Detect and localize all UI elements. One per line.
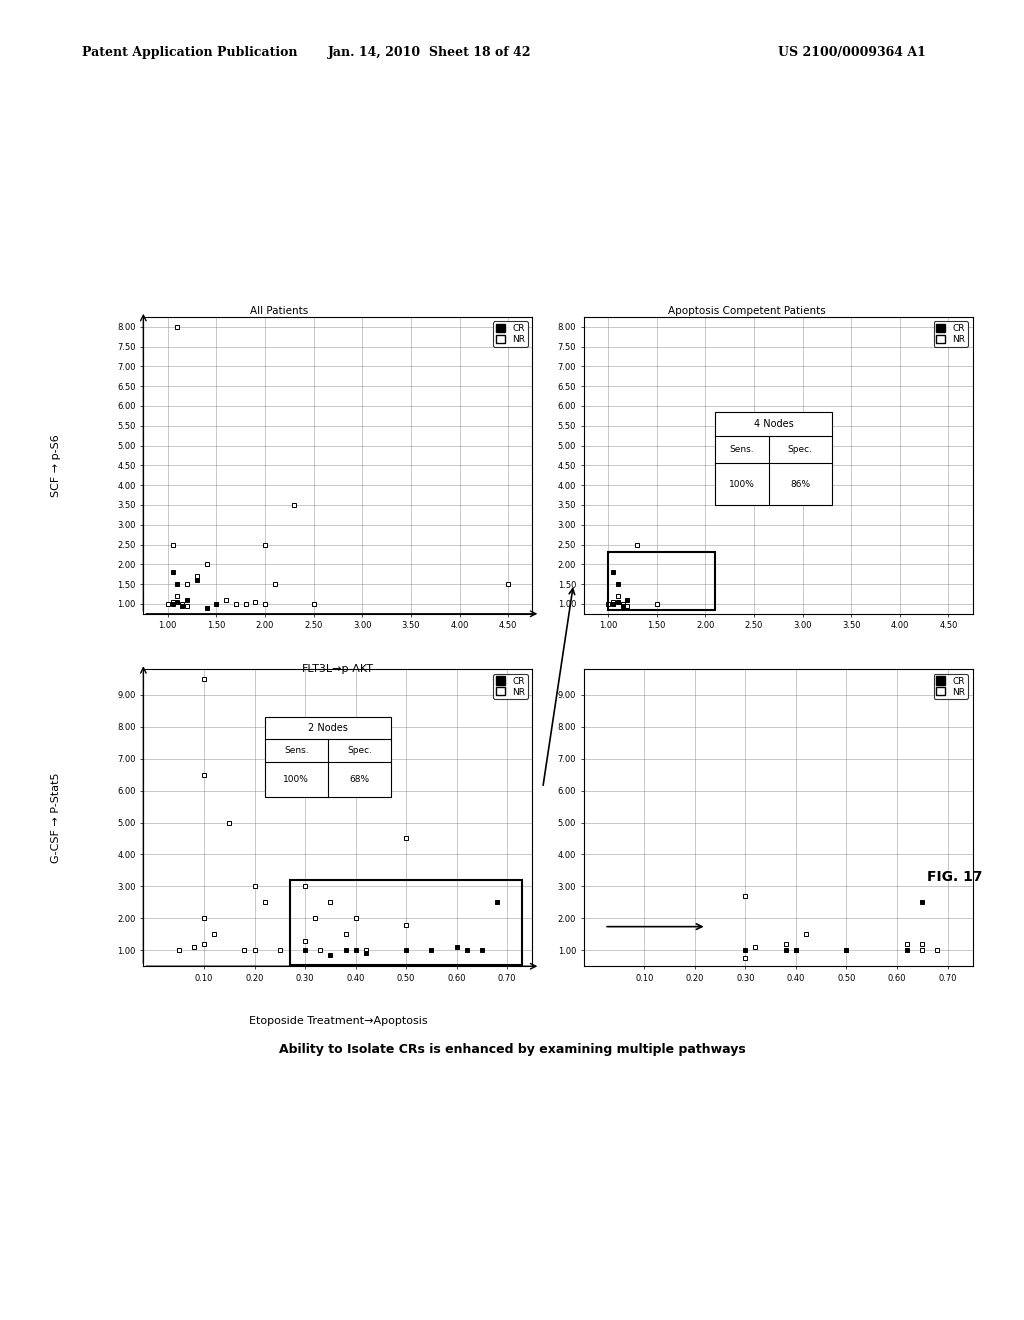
- Legend: CR, NR: CR, NR: [494, 673, 528, 700]
- Text: Etoposide Treatment→Apoptosis: Etoposide Treatment→Apoptosis: [249, 1016, 427, 1027]
- Text: SCF → p-S6: SCF → p-S6: [51, 434, 61, 496]
- Bar: [715, 412, 831, 504]
- Title: Apoptosis Competent Patients: Apoptosis Competent Patients: [669, 306, 826, 315]
- Text: US 2100/0009364 A1: US 2100/0009364 A1: [778, 46, 926, 59]
- Title: All Patients: All Patients: [251, 306, 308, 315]
- Text: 68%: 68%: [349, 775, 370, 784]
- Text: Sens.: Sens.: [284, 746, 308, 755]
- Legend: CR, NR: CR, NR: [494, 321, 528, 347]
- Text: Spec.: Spec.: [787, 445, 813, 454]
- Text: 4 Nodes: 4 Nodes: [754, 418, 794, 429]
- Legend: CR, NR: CR, NR: [934, 321, 969, 347]
- Text: 2 Nodes: 2 Nodes: [308, 723, 348, 734]
- Text: G-CSF → P-Stat5: G-CSF → P-Stat5: [51, 772, 61, 863]
- Text: Patent Application Publication: Patent Application Publication: [82, 46, 297, 59]
- Bar: [264, 717, 391, 797]
- Text: FLT3L→p-AKT: FLT3L→p-AKT: [302, 664, 374, 675]
- Bar: [290, 880, 522, 965]
- Text: 100%: 100%: [284, 775, 309, 784]
- Bar: [608, 553, 715, 610]
- Text: Sens.: Sens.: [729, 445, 754, 454]
- Text: 86%: 86%: [791, 479, 810, 488]
- Text: 100%: 100%: [729, 479, 755, 488]
- Legend: CR, NR: CR, NR: [934, 673, 969, 700]
- Text: Ability to Isolate CRs is enhanced by examining multiple pathways: Ability to Isolate CRs is enhanced by ex…: [279, 1043, 745, 1056]
- Text: FIG. 17: FIG. 17: [927, 870, 982, 884]
- Text: Spec.: Spec.: [347, 746, 372, 755]
- Text: Jan. 14, 2010  Sheet 18 of 42: Jan. 14, 2010 Sheet 18 of 42: [329, 46, 531, 59]
